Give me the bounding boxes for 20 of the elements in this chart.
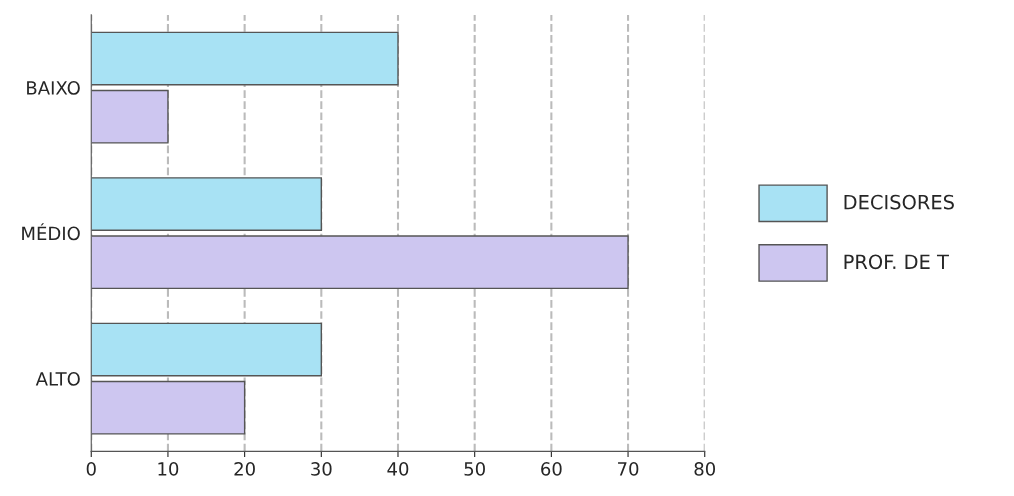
x-tick-label: 80 — [694, 462, 716, 476]
x-tick-label: 50 — [464, 462, 485, 476]
bar — [91, 235, 629, 290]
x-tick-label: 40 — [387, 462, 409, 476]
legend-label: DECISORES — [844, 194, 954, 210]
legend-label: PROF. DE T — [844, 254, 949, 270]
bar — [91, 31, 399, 86]
x-tick-label: 0 — [86, 462, 96, 476]
x-tick-label: 30 — [311, 462, 332, 476]
y-tick-label: ALTO — [35, 372, 80, 386]
x-tick-label: 60 — [541, 462, 562, 476]
bar — [91, 322, 323, 377]
x-tick-label: 70 — [618, 462, 639, 476]
y-tick-label: MÉDIO — [22, 223, 80, 241]
y-tick-label: BAIXO — [27, 81, 80, 95]
bar — [91, 89, 169, 144]
bar — [91, 177, 323, 231]
bar — [91, 380, 246, 435]
x-tick-label: 20 — [234, 462, 255, 476]
x-tick-label: 10 — [158, 462, 179, 476]
